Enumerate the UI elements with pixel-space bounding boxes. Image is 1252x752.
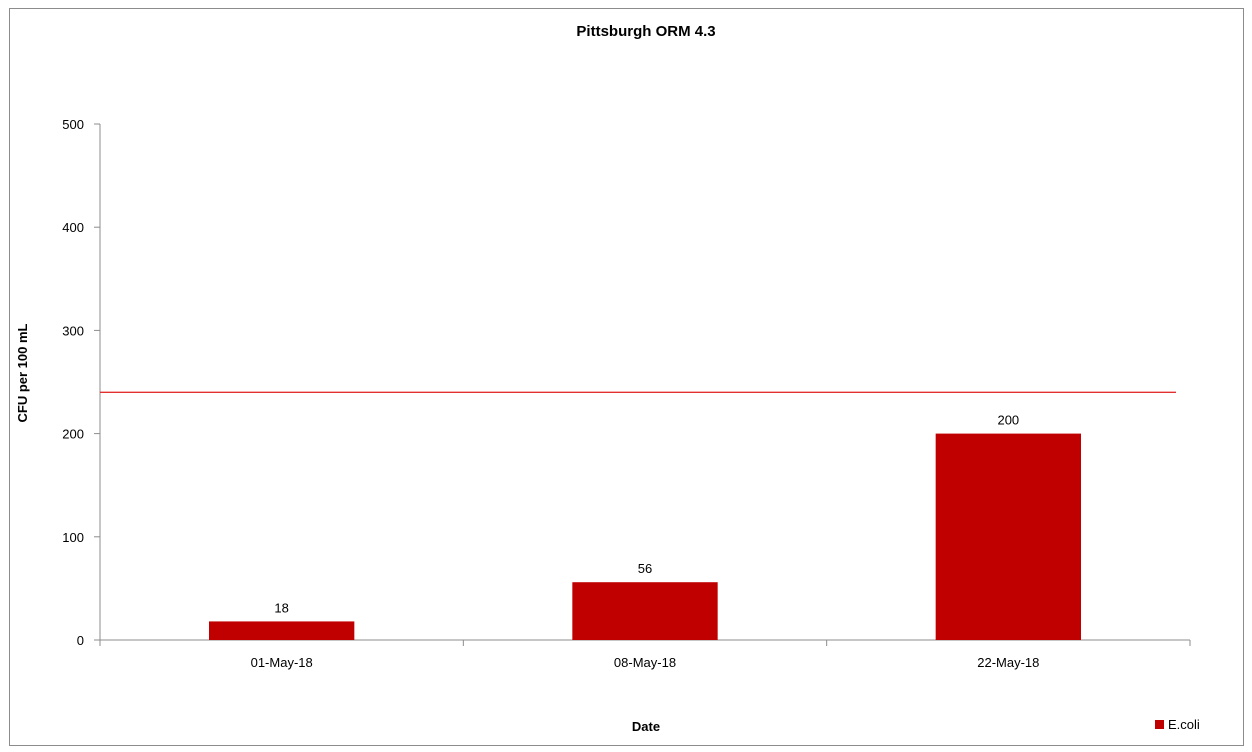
x-tick-label: 22-May-18 [977,655,1039,670]
y-tick-label: 0 [77,633,84,648]
data-labels: 18 56 200 [274,413,1019,616]
y-axis: 0 100 200 300 400 500 [62,117,101,648]
x-tick-label: 01-May-18 [251,655,313,670]
x-tick-label: 08-May-18 [614,655,676,670]
y-tick-label: 100 [62,530,84,545]
y-tick-label: 400 [62,220,84,235]
y-axis-label: CFU per 100 mL [15,323,30,422]
data-label: 18 [274,600,288,615]
chart-title: Pittsburgh ORM 4.3 [576,23,715,40]
x-axis: 01-May-18 08-May-18 22-May-18 [99,639,1191,670]
bar [209,621,355,640]
y-tick-label: 500 [62,117,84,132]
legend-swatch [1155,720,1164,729]
y-tick-label: 200 [62,427,84,442]
data-label: 56 [638,561,652,576]
x-axis-label: Date [632,719,660,734]
data-label: 200 [997,413,1019,428]
bar [572,582,718,640]
legend: E.coli [1155,717,1200,732]
bar [935,433,1081,640]
y-tick-label: 300 [62,323,84,338]
legend-label: E.coli [1168,717,1200,732]
bars [209,433,1081,640]
